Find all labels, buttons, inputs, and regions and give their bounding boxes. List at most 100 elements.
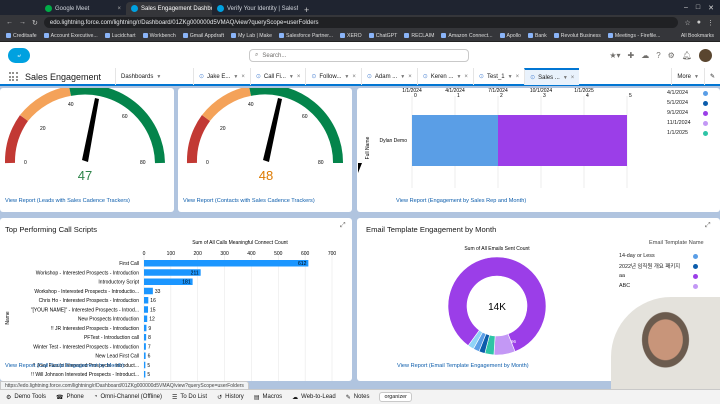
bookmark-item[interactable]: Account Executive... [43,33,98,39]
nav-item[interactable]: ⊙ Adam ... ▼ × [360,68,417,85]
bar[interactable] [144,287,153,295]
chevron-down-icon[interactable]: ▼ [456,73,462,80]
nav-item[interactable]: ⊙ Call Fi... ▼ × [249,68,306,85]
bookmark-item[interactable]: ChatGPT [368,33,397,39]
bookmark-item[interactable]: My Lab | Make [231,33,272,39]
bar-segment[interactable] [412,115,498,166]
chevron-down-icon[interactable]: ▼ [562,74,568,81]
nav-item[interactable]: Dashboards ▼ [115,68,193,85]
nav-item[interactable]: ⊙ Jake E... ▼ × [193,68,250,85]
donut-slice[interactable] [447,256,547,352]
utility-item[interactable]: ✎ Notes [346,394,370,401]
bar[interactable] [144,361,146,369]
close-tab-icon[interactable]: × [117,5,121,12]
browser-tab[interactable]: Verify Your Identity | Salesforce× [212,2,298,15]
chevron-down-icon[interactable]: ▼ [288,73,294,80]
maximize-icon[interactable]: □ [695,4,701,11]
close-icon[interactable]: × [408,73,412,80]
bookmark-item[interactable]: Lucidchart [104,33,136,39]
bar-segment[interactable] [498,115,627,166]
bar[interactable] [144,315,148,323]
forward-icon[interactable]: → [19,19,26,26]
bookmark-item[interactable]: Meetings - Firefile... [607,33,660,39]
setup-gear-icon[interactable]: ⚙ [667,51,675,60]
expand-icon[interactable]: ⤢ [705,222,711,229]
utility-item[interactable]: ☁ Web-to-Lead [292,394,336,401]
menu-icon[interactable]: ⋮ [707,19,714,27]
close-icon[interactable]: × [570,74,575,81]
bar[interactable] [144,343,146,350]
bookmark-item[interactable]: Workbench [142,33,176,39]
avatar[interactable] [699,49,712,62]
bookmark-star-icon[interactable]: ☆ [684,19,691,27]
search-input[interactable]: Search... [262,52,287,59]
bookmark-item[interactable]: XERO [340,33,362,39]
chevron-down-icon[interactable]: ▼ [400,73,406,80]
chevron-down-icon[interactable]: ▼ [233,73,239,80]
new-tab-button[interactable]: + [304,5,310,15]
view-report-link[interactable]: View Report (Email Template Engagement b… [397,363,529,369]
app-launcher-icon[interactable] [7,71,19,83]
utility-item[interactable]: ◔ Omni-Channel (Offline) [94,394,162,401]
bookmark-item[interactable]: Apollo [499,33,521,39]
add-icon[interactable]: ✚ [627,51,635,60]
close-icon[interactable]: × [296,73,301,80]
nav-more[interactable]: More ▼ [671,68,704,85]
url-field[interactable]: edo.lightning.force.com/lightning/r/Dash… [43,17,679,28]
bookmark-item[interactable]: Amazon Connect... [441,33,493,39]
bar[interactable] [144,269,201,276]
view-report-link[interactable]: View Report (Contacts with Sales Cadence… [183,198,315,204]
chevron-down-icon[interactable]: ▼ [156,73,162,80]
profile-icon[interactable]: ● [696,19,701,26]
all-bookmarks-link[interactable]: All Bookmarks [680,32,714,39]
donut-slice[interactable] [467,329,483,350]
trailhead-icon[interactable]: ☁ [641,51,650,60]
back-icon[interactable]: ← [6,19,13,26]
chevron-down-icon[interactable]: ▼ [344,73,350,80]
bar[interactable] [144,260,309,267]
bookmark-item[interactable]: Creditsafe [6,33,37,39]
utility-item[interactable]: ☎ Phone [56,394,84,401]
notifications-bell-icon[interactable]: 🔔︎ [681,51,692,60]
bookmark-item[interactable]: RECLAIM [404,33,434,39]
close-icon[interactable]: × [515,73,520,80]
browser-tab[interactable]: Sales Engagement Dashbo× [126,2,212,15]
bar[interactable] [144,278,193,286]
bar[interactable] [144,371,146,378]
expand-icon[interactable]: ⤢ [340,222,346,229]
chevron-down-icon[interactable]: ▼ [507,73,513,80]
nav-item[interactable]: ⊙ Test_1 ▼ × [472,68,524,85]
bar[interactable] [144,352,146,360]
bookmark-item[interactable]: Salesforce Partner... [279,33,333,39]
minimize-icon[interactable]: – [683,4,688,11]
global-search[interactable]: ⌕ Search... [249,49,469,62]
edit-nav-icon[interactable]: ✎ [703,68,720,85]
bar[interactable] [144,324,147,332]
utility-item[interactable]: ▤ Macros [254,394,282,401]
help-icon[interactable]: ? [656,51,661,60]
salesforce-logo[interactable]: sf [8,48,30,63]
close-icon[interactable]: × [352,73,356,80]
bookmark-item[interactable]: Revolut Business [553,33,601,39]
view-report-link[interactable]: View Report (Call Script Engagement by M… [5,363,124,369]
bar[interactable] [144,334,147,341]
utility-item[interactable]: ↺ History [217,394,244,401]
favorites-star-icon[interactable]: ★▾ [609,51,621,60]
nav-item[interactable]: ⊙ Follow... ▼ × [305,68,361,85]
nav-item[interactable]: ⊙ Sales ... ▼ × [524,68,580,85]
close-icon[interactable]: × [241,73,245,80]
close-window-icon[interactable]: ✕ [708,5,714,12]
browser-tab[interactable]: Google Meet × [40,2,126,15]
bar[interactable] [144,297,149,304]
nav-item[interactable]: ⊙ Keren ... ▼ × [416,68,473,85]
close-icon[interactable]: × [464,73,468,80]
organizer-button[interactable]: organizer [379,392,412,402]
reload-icon[interactable]: ↻ [32,19,38,27]
view-report-link[interactable]: View Report (Engagement by Sales Rep and… [396,198,527,204]
bookmark-item[interactable]: Gmail Appdraft [182,33,224,39]
view-report-link[interactable]: View Report (Leads with Sales Cadence Tr… [5,198,130,204]
bookmark-item[interactable]: Bank [527,33,547,39]
bar[interactable] [144,306,149,313]
utility-item[interactable]: ⚙ Demo Tools [6,394,46,401]
utility-item[interactable]: ☰ To Do List [172,394,207,401]
